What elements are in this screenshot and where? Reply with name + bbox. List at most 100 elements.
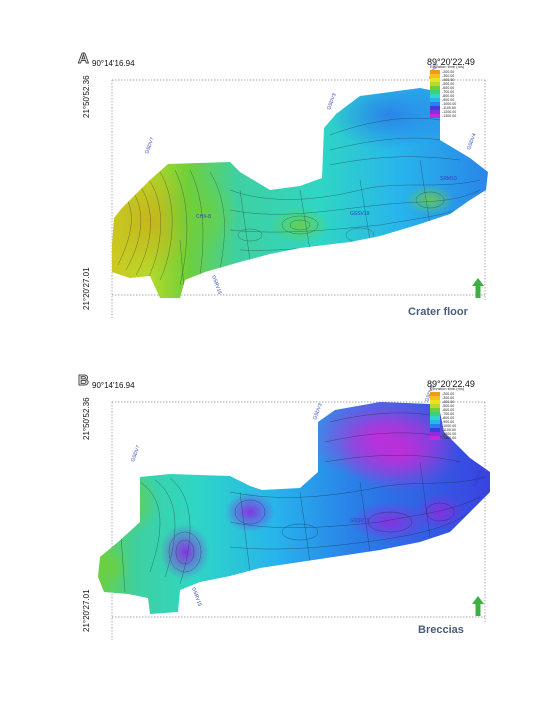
legend-entry: -200.00 [430,70,472,74]
north-arrow-icon [472,278,484,298]
legend-entry: -200.00 [430,392,472,396]
svg-text:GSDV7: GSDV7 [130,444,142,462]
svg-text:GSRV15: GSRV15 [210,275,222,296]
svg-text:GSDV4: GSDV4 [466,132,478,150]
map-canvas-a: GSDV7 GSRV15 GSDV3 GSDV5 GSDV4 CHX-8 GSS… [111,62,488,318]
legend-title: Elevation time (ms) [430,386,465,391]
legend-entry: -1000.00 [430,102,472,106]
legend-label: -1000.00 [442,424,457,428]
legend-entry: -300.00 [430,74,472,78]
latitude-top-label: 21°50'52.36 [82,397,91,440]
map-panel-b: GSDV7 GSRV15 GSDV3 GSDV5 GSDV4 GSSV19 B … [0,362,540,652]
svg-text:GSDV5: GSDV5 [424,384,436,402]
legend-swatch [430,114,440,118]
map-caption: Breccias [418,624,464,636]
latitude-top-label: 21°50'52.36 [82,75,91,118]
latitude-bottom-label: 21°20'27.01 [82,589,91,632]
legend-entry: -400.00 [430,400,472,404]
svg-text:GSDV7: GSDV7 [144,136,156,154]
legend-swatch [430,94,440,98]
legend-label: -400.00 [442,78,455,82]
map-canvas-b: GSDV7 GSRV15 GSDV3 GSDV5 GSDV4 GSSV19 [98,384,490,640]
legend-entry: -1200.00 [430,110,472,114]
svg-text:CHX-8: CHX-8 [196,214,211,220]
legend-swatch [430,82,440,86]
svg-text:SRM10: SRM10 [440,176,457,182]
legend-label: -1000.00 [442,102,457,106]
map-panel-a: GSDV7 GSRV15 GSDV3 GSDV5 GSDV4 CHX-8 GSS… [0,40,540,330]
longitude-left-label: 90°14'16.94 [92,381,135,390]
legend-swatch [430,412,440,416]
svg-text:GSRV15: GSRV15 [190,587,202,608]
longitude-right-label: 89°20'22.49 [427,379,475,389]
elevation-legend: Elevation time (ms) -200.00 -300.00 -400.0… [430,64,472,118]
legend-label: -300.00 [442,74,455,78]
legend-entry: -500.00 [430,404,472,408]
legend-swatch [430,90,440,94]
legend-swatch [430,98,440,102]
legend-label: -700.00 [442,412,455,416]
legend-swatch [430,424,440,428]
legend-swatch [430,392,440,396]
legend-entry: -300.00 [430,396,472,400]
legend-swatch [430,396,440,400]
legend-label: -600.00 [442,408,455,412]
legend-entry: -800.00 [430,94,472,98]
legend-swatch [430,408,440,412]
legend-entry: -800.00 [430,416,472,420]
legend-label: -500.00 [442,82,455,86]
legend-entry: -600.00 [430,86,472,90]
longitude-left-label: 90°14'16.94 [92,59,135,68]
legend-label: -1100.00 [442,106,456,110]
svg-text:GSSV19: GSSV19 [350,518,370,524]
svg-text:GSSV19: GSSV19 [350,211,370,217]
legend-entry: -700.00 [430,90,472,94]
legend-entry: -1100.00 [430,428,472,432]
svg-text:GSDV3: GSDV3 [326,92,338,110]
legend-entry: -400.00 [430,78,472,82]
legend-title: Elevation time (ms) [430,64,465,69]
legend-swatch [430,110,440,114]
legend-entry: -1300.00 [430,436,472,440]
svg-text:GSDV3: GSDV3 [312,402,324,420]
legend-label: -1100.00 [442,428,456,432]
legend-label: -900.00 [442,420,455,424]
elevation-legend: Elevation time (ms) -200.00 -300.00 -400.0… [430,386,472,440]
legend-entry: -1000.00 [430,424,472,428]
legend-entry: -1200.00 [430,432,472,436]
legend-swatch [430,102,440,106]
legend-label: -300.00 [442,396,455,400]
legend-swatch [430,70,440,74]
legend-swatch [430,404,440,408]
longitude-right-label: 89°20'22.49 [427,57,475,67]
legend-label: -1300.00 [442,436,457,440]
north-arrow-icon [472,596,484,616]
legend-label: -1300.00 [442,114,457,118]
legend-label: -600.00 [442,86,455,90]
legend-entry: -700.00 [430,412,472,416]
latitude-bottom-label: 21°20'27.01 [82,267,91,310]
legend-swatch [430,400,440,404]
legend-swatch [430,78,440,82]
legend-label: -200.00 [442,392,455,396]
legend-label: -500.00 [442,404,455,408]
legend-swatch [430,416,440,420]
legend-swatch [430,106,440,110]
legend-label: -400.00 [442,400,455,404]
panel-letter: B [78,372,90,390]
legend-label: -1200.00 [442,432,457,436]
legend-entry: -1300.00 [430,114,472,118]
legend-swatch [430,436,440,440]
panel-letter: A [78,50,90,68]
legend-swatch [430,420,440,424]
legend-swatch [430,428,440,432]
legend-swatch [430,74,440,78]
legend-label: -1200.00 [442,110,457,114]
legend-label: -900.00 [442,98,455,102]
legend-label: -200.00 [442,70,455,74]
legend-entry: -500.00 [430,82,472,86]
legend-swatch [430,432,440,436]
legend-swatch [430,86,440,90]
legend-label: -800.00 [442,94,455,98]
map-caption: Crater floor [408,306,468,318]
